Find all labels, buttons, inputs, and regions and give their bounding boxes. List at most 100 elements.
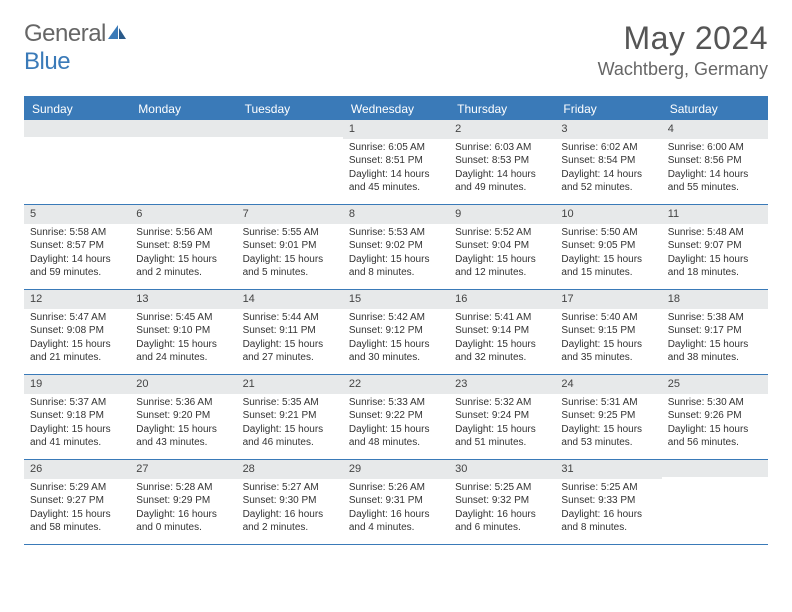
- day-number: 11: [662, 205, 768, 224]
- day-number: 24: [555, 375, 661, 394]
- sunset-line: Sunset: 9:24 PM: [455, 409, 549, 423]
- day-details: Sunrise: 5:35 AMSunset: 9:21 PMDaylight:…: [237, 394, 343, 454]
- daylight-line: Daylight: 14 hours and 59 minutes.: [30, 253, 124, 280]
- sunset-line: Sunset: 9:08 PM: [30, 324, 124, 338]
- day-cell: [237, 120, 343, 204]
- day-number: 18: [662, 290, 768, 309]
- weekday-header: Tuesday: [237, 98, 343, 120]
- week-row: 5Sunrise: 5:58 AMSunset: 8:57 PMDaylight…: [24, 205, 768, 290]
- daylight-line: Daylight: 15 hours and 53 minutes.: [561, 423, 655, 450]
- day-number: 17: [555, 290, 661, 309]
- weekday-header: Thursday: [449, 98, 555, 120]
- daylight-line: Daylight: 14 hours and 52 minutes.: [561, 168, 655, 195]
- brand-part1: General: [24, 20, 106, 47]
- day-number: 12: [24, 290, 130, 309]
- day-details: Sunrise: 5:48 AMSunset: 9:07 PMDaylight:…: [662, 224, 768, 284]
- day-number: 8: [343, 205, 449, 224]
- day-number: 28: [237, 460, 343, 479]
- day-cell: 20Sunrise: 5:36 AMSunset: 9:20 PMDayligh…: [130, 375, 236, 459]
- day-number: 27: [130, 460, 236, 479]
- day-number: 29: [343, 460, 449, 479]
- day-number: 22: [343, 375, 449, 394]
- day-details: Sunrise: 5:50 AMSunset: 9:05 PMDaylight:…: [555, 224, 661, 284]
- day-cell: 24Sunrise: 5:31 AMSunset: 9:25 PMDayligh…: [555, 375, 661, 459]
- daylight-line: Daylight: 15 hours and 8 minutes.: [349, 253, 443, 280]
- day-number: 30: [449, 460, 555, 479]
- day-cell: 2Sunrise: 6:03 AMSunset: 8:53 PMDaylight…: [449, 120, 555, 204]
- day-cell: 6Sunrise: 5:56 AMSunset: 8:59 PMDaylight…: [130, 205, 236, 289]
- day-details: Sunrise: 6:05 AMSunset: 8:51 PMDaylight:…: [343, 139, 449, 199]
- day-number: 2: [449, 120, 555, 139]
- daylight-line: Daylight: 15 hours and 48 minutes.: [349, 423, 443, 450]
- sunrise-line: Sunrise: 5:29 AM: [30, 481, 124, 495]
- sunrise-line: Sunrise: 5:42 AM: [349, 311, 443, 325]
- day-number: 23: [449, 375, 555, 394]
- sunset-line: Sunset: 9:21 PM: [243, 409, 337, 423]
- sunset-line: Sunset: 9:32 PM: [455, 494, 549, 508]
- weekday-header: Saturday: [662, 98, 768, 120]
- sunset-line: Sunset: 9:25 PM: [561, 409, 655, 423]
- day-number: 5: [24, 205, 130, 224]
- daylight-line: Daylight: 15 hours and 5 minutes.: [243, 253, 337, 280]
- day-cell: 28Sunrise: 5:27 AMSunset: 9:30 PMDayligh…: [237, 460, 343, 544]
- sunset-line: Sunset: 9:29 PM: [136, 494, 230, 508]
- day-number: 14: [237, 290, 343, 309]
- day-details: Sunrise: 5:32 AMSunset: 9:24 PMDaylight:…: [449, 394, 555, 454]
- sunset-line: Sunset: 8:51 PM: [349, 154, 443, 168]
- day-cell: 7Sunrise: 5:55 AMSunset: 9:01 PMDaylight…: [237, 205, 343, 289]
- day-details: Sunrise: 5:45 AMSunset: 9:10 PMDaylight:…: [130, 309, 236, 369]
- day-number: [24, 120, 130, 137]
- brand-part2: Blue: [24, 48, 70, 75]
- day-number: 10: [555, 205, 661, 224]
- daylight-line: Daylight: 15 hours and 2 minutes.: [136, 253, 230, 280]
- sunrise-line: Sunrise: 5:55 AM: [243, 226, 337, 240]
- day-details: Sunrise: 5:41 AMSunset: 9:14 PMDaylight:…: [449, 309, 555, 369]
- day-cell: 23Sunrise: 5:32 AMSunset: 9:24 PMDayligh…: [449, 375, 555, 459]
- sunset-line: Sunset: 9:17 PM: [668, 324, 762, 338]
- day-details: Sunrise: 5:47 AMSunset: 9:08 PMDaylight:…: [24, 309, 130, 369]
- day-number: [237, 120, 343, 137]
- daylight-line: Daylight: 15 hours and 56 minutes.: [668, 423, 762, 450]
- daylight-line: Daylight: 15 hours and 35 minutes.: [561, 338, 655, 365]
- day-cell: 26Sunrise: 5:29 AMSunset: 9:27 PMDayligh…: [24, 460, 130, 544]
- day-number: 6: [130, 205, 236, 224]
- daylight-line: Daylight: 16 hours and 2 minutes.: [243, 508, 337, 535]
- day-details: Sunrise: 5:37 AMSunset: 9:18 PMDaylight:…: [24, 394, 130, 454]
- daylight-line: Daylight: 16 hours and 4 minutes.: [349, 508, 443, 535]
- sunrise-line: Sunrise: 5:52 AM: [455, 226, 549, 240]
- day-number: 16: [449, 290, 555, 309]
- sunset-line: Sunset: 9:12 PM: [349, 324, 443, 338]
- day-cell: 30Sunrise: 5:25 AMSunset: 9:32 PMDayligh…: [449, 460, 555, 544]
- daylight-line: Daylight: 15 hours and 38 minutes.: [668, 338, 762, 365]
- daylight-line: Daylight: 16 hours and 0 minutes.: [136, 508, 230, 535]
- sunrise-line: Sunrise: 5:37 AM: [30, 396, 124, 410]
- day-details: Sunrise: 5:25 AMSunset: 9:33 PMDaylight:…: [555, 479, 661, 539]
- day-details: Sunrise: 6:03 AMSunset: 8:53 PMDaylight:…: [449, 139, 555, 199]
- day-cell: 10Sunrise: 5:50 AMSunset: 9:05 PMDayligh…: [555, 205, 661, 289]
- day-details: Sunrise: 5:53 AMSunset: 9:02 PMDaylight:…: [343, 224, 449, 284]
- day-cell: 17Sunrise: 5:40 AMSunset: 9:15 PMDayligh…: [555, 290, 661, 374]
- sunset-line: Sunset: 9:20 PM: [136, 409, 230, 423]
- day-details: Sunrise: 5:56 AMSunset: 8:59 PMDaylight:…: [130, 224, 236, 284]
- sail-icon: [106, 20, 128, 48]
- daylight-line: Daylight: 16 hours and 8 minutes.: [561, 508, 655, 535]
- day-cell: [662, 460, 768, 544]
- sunset-line: Sunset: 9:18 PM: [30, 409, 124, 423]
- sunset-line: Sunset: 8:59 PM: [136, 239, 230, 253]
- week-row: 19Sunrise: 5:37 AMSunset: 9:18 PMDayligh…: [24, 375, 768, 460]
- daylight-line: Daylight: 15 hours and 24 minutes.: [136, 338, 230, 365]
- day-cell: 5Sunrise: 5:58 AMSunset: 8:57 PMDaylight…: [24, 205, 130, 289]
- day-cell: 31Sunrise: 5:25 AMSunset: 9:33 PMDayligh…: [555, 460, 661, 544]
- day-cell: 25Sunrise: 5:30 AMSunset: 9:26 PMDayligh…: [662, 375, 768, 459]
- sunrise-line: Sunrise: 5:41 AM: [455, 311, 549, 325]
- day-details: Sunrise: 5:38 AMSunset: 9:17 PMDaylight:…: [662, 309, 768, 369]
- day-details: Sunrise: 5:30 AMSunset: 9:26 PMDaylight:…: [662, 394, 768, 454]
- sunrise-line: Sunrise: 5:25 AM: [455, 481, 549, 495]
- day-details: Sunrise: 5:40 AMSunset: 9:15 PMDaylight:…: [555, 309, 661, 369]
- weekday-header: Friday: [555, 98, 661, 120]
- day-number: 1: [343, 120, 449, 139]
- sunset-line: Sunset: 9:33 PM: [561, 494, 655, 508]
- month-title: May 2024: [598, 20, 768, 57]
- sunset-line: Sunset: 9:15 PM: [561, 324, 655, 338]
- day-cell: 22Sunrise: 5:33 AMSunset: 9:22 PMDayligh…: [343, 375, 449, 459]
